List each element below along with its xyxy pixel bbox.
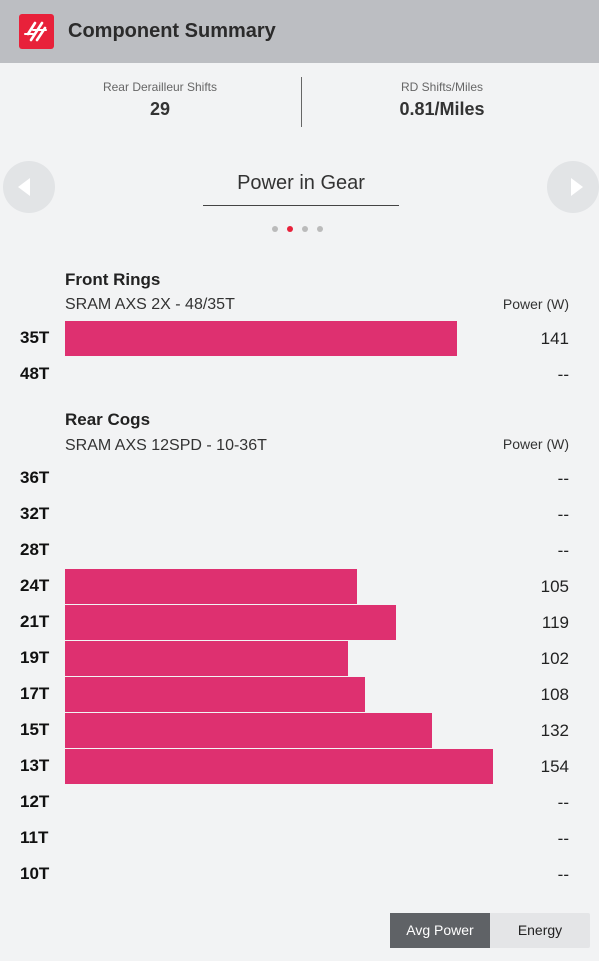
front-rings-subtitle: SRAM AXS 2X - 48/35T [65, 296, 235, 313]
avg-power-toggle-button[interactable]: Avg Power [390, 913, 490, 948]
gear-label: 19T [20, 648, 50, 667]
header-bar: Component Summary [0, 0, 599, 63]
stat-rd-shifts: Rear Derailleur Shifts 29 [60, 80, 260, 120]
gear-row: 32T -- [0, 496, 599, 532]
gear-label: 32T [20, 504, 50, 523]
energy-toggle-button[interactable]: Energy [517, 922, 563, 938]
stat-value: 0.81/Miles [399, 99, 485, 119]
gear-row: 10T -- [0, 856, 599, 892]
gear-row: 48T -- [0, 356, 599, 392]
gear-row: 19T 102 [0, 640, 599, 676]
chevron-right-icon [571, 178, 583, 196]
page-dot[interactable] [317, 226, 323, 232]
gear-label: 13T [20, 756, 50, 775]
power-value: 132 [540, 721, 569, 740]
rear-cogs-subtitle: SRAM AXS 12SPD - 10-36T [65, 437, 267, 454]
power-value: 154 [540, 757, 569, 776]
page-dot-active[interactable] [287, 226, 293, 232]
gear-row: 35T 141 [0, 320, 599, 356]
carousel-next-button[interactable] [547, 161, 599, 213]
front-rings-title: Front Rings [65, 270, 161, 289]
carousel-prev-button[interactable] [3, 161, 55, 213]
gear-row: 13T 154 [0, 748, 599, 784]
stat-rd-shifts-per-mile: RD Shifts/Miles 0.81/Miles [342, 80, 542, 120]
gear-label: 15T [20, 720, 50, 739]
page-dot[interactable] [302, 226, 308, 232]
power-value: -- [557, 365, 569, 384]
power-bar [65, 605, 396, 640]
power-bar [65, 569, 357, 604]
gear-label: 35T [20, 328, 50, 347]
carousel-title: Power in Gear [203, 172, 399, 206]
gear-label: 10T [20, 864, 50, 883]
power-value: 105 [540, 577, 569, 596]
power-value: -- [557, 793, 569, 812]
power-value: -- [557, 541, 569, 560]
power-value: 119 [541, 613, 569, 632]
gear-label: 48T [20, 364, 50, 383]
gear-row: 24T 105 [0, 568, 599, 604]
gear-label: 11T [20, 828, 49, 847]
power-value: -- [557, 505, 569, 524]
gear-label: 12T [20, 792, 50, 811]
gear-label: 24T [20, 576, 50, 595]
gear-row: 28T -- [0, 532, 599, 568]
front-power-column-header: Power (W) [502, 296, 569, 312]
power-value: 102 [540, 649, 569, 668]
power-bar [65, 641, 348, 676]
power-value: -- [557, 865, 569, 884]
gear-row: 17T 108 [0, 676, 599, 712]
gear-row: 21T 119 [0, 604, 599, 640]
gear-label: 21T [20, 612, 50, 631]
chevron-left-icon [18, 178, 30, 196]
stats-panel: Rear Derailleur Shifts 29 RD Shifts/Mile… [0, 63, 599, 143]
power-bar [65, 749, 493, 784]
power-bar [65, 713, 432, 748]
power-value: 141 [540, 329, 569, 348]
rear-power-column-header: Power (W) [502, 436, 569, 452]
stat-divider [301, 77, 302, 127]
power-value: -- [557, 829, 569, 848]
stat-label: Rear Derailleur Shifts [102, 80, 218, 94]
page-title: Component Summary [68, 20, 276, 42]
power-value: 108 [540, 685, 569, 704]
sram-logo-icon [19, 14, 54, 49]
stat-value: 29 [149, 99, 171, 119]
gear-label: 17T [20, 684, 50, 703]
gear-row: 11T -- [0, 820, 599, 856]
gear-row: 12T -- [0, 784, 599, 820]
stat-label: RD Shifts/Miles [400, 80, 483, 94]
page-dot[interactable] [272, 226, 278, 232]
metric-toggle: Avg Power Energy [390, 913, 590, 948]
power-bar [65, 321, 457, 356]
power-bar [65, 677, 365, 712]
gear-row: 15T 132 [0, 712, 599, 748]
gear-row: 36T -- [0, 460, 599, 496]
gear-label: 28T [20, 540, 50, 559]
rear-cogs-title: Rear Cogs [65, 410, 151, 429]
power-value: -- [557, 469, 569, 488]
gear-label: 36T [20, 468, 50, 487]
